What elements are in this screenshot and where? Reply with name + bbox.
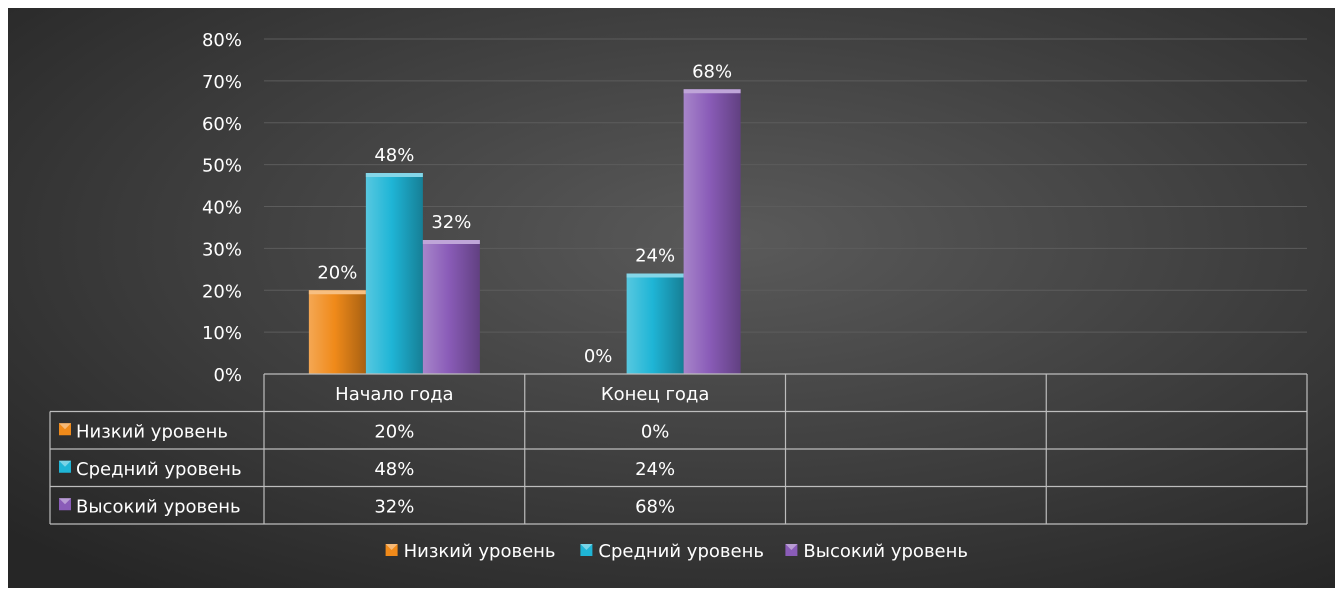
- table-series-name: Высокий уровень: [76, 496, 241, 517]
- bar: [365, 173, 423, 374]
- data-label: 0%: [584, 346, 613, 367]
- bar: [422, 240, 480, 374]
- table-legend-key: [59, 423, 71, 436]
- bar-top-bevel: [308, 290, 366, 295]
- legend-label: Низкий уровень: [404, 541, 556, 562]
- bar-top-bevel: [626, 273, 684, 278]
- bar: [308, 290, 366, 374]
- bar-top-bevel: [683, 89, 741, 94]
- bar: [626, 273, 684, 374]
- legend-key: [580, 544, 593, 556]
- table-cell: 24%: [635, 459, 675, 480]
- table-legend-key: [59, 460, 71, 473]
- data-label: 48%: [374, 145, 414, 166]
- y-tick-label: 70%: [202, 72, 242, 93]
- y-tick-label: 30%: [202, 239, 242, 260]
- data-label: 20%: [317, 262, 357, 283]
- table-series-name: Средний уровень: [76, 459, 242, 480]
- category-label: Начало года: [335, 384, 453, 405]
- y-tick-label: 0%: [213, 365, 242, 386]
- table-cell: 48%: [374, 459, 414, 480]
- table-cell: 68%: [635, 496, 675, 517]
- data-label: 32%: [431, 212, 471, 233]
- table-series-name: Низкий уровень: [76, 421, 228, 442]
- y-tick-label: 20%: [202, 281, 242, 302]
- chart-container: 0% 10% 20% 30% 40% 50% 60% 70% 80% 20% 48% 32% 0% 24…: [8, 8, 1335, 588]
- legend-key: [785, 544, 798, 556]
- y-tick-label: 60%: [202, 114, 242, 135]
- y-tick-label: 40%: [202, 198, 242, 219]
- data-label: 68%: [692, 61, 732, 82]
- bar-top-bevel: [422, 240, 480, 244]
- table-cell: 32%: [374, 496, 414, 517]
- category-label: Конец года: [601, 384, 710, 405]
- y-tick-label: 10%: [202, 323, 242, 344]
- legend-key: [385, 544, 398, 556]
- table-legend-key: [59, 498, 71, 511]
- bar: [683, 89, 741, 374]
- table-cell: 0%: [641, 421, 670, 442]
- y-tick-label: 80%: [202, 30, 242, 51]
- data-label: 24%: [635, 246, 675, 267]
- bar-top-bevel: [365, 173, 423, 177]
- table-cell: 20%: [374, 421, 414, 442]
- legend-label: Средний уровень: [598, 541, 764, 562]
- y-tick-label: 50%: [202, 156, 242, 177]
- legend-label: Высокий уровень: [803, 541, 968, 562]
- bar-chart: 0% 10% 20% 30% 40% 50% 60% 70% 80% 20% 48% 32% 0% 24…: [8, 8, 1335, 588]
